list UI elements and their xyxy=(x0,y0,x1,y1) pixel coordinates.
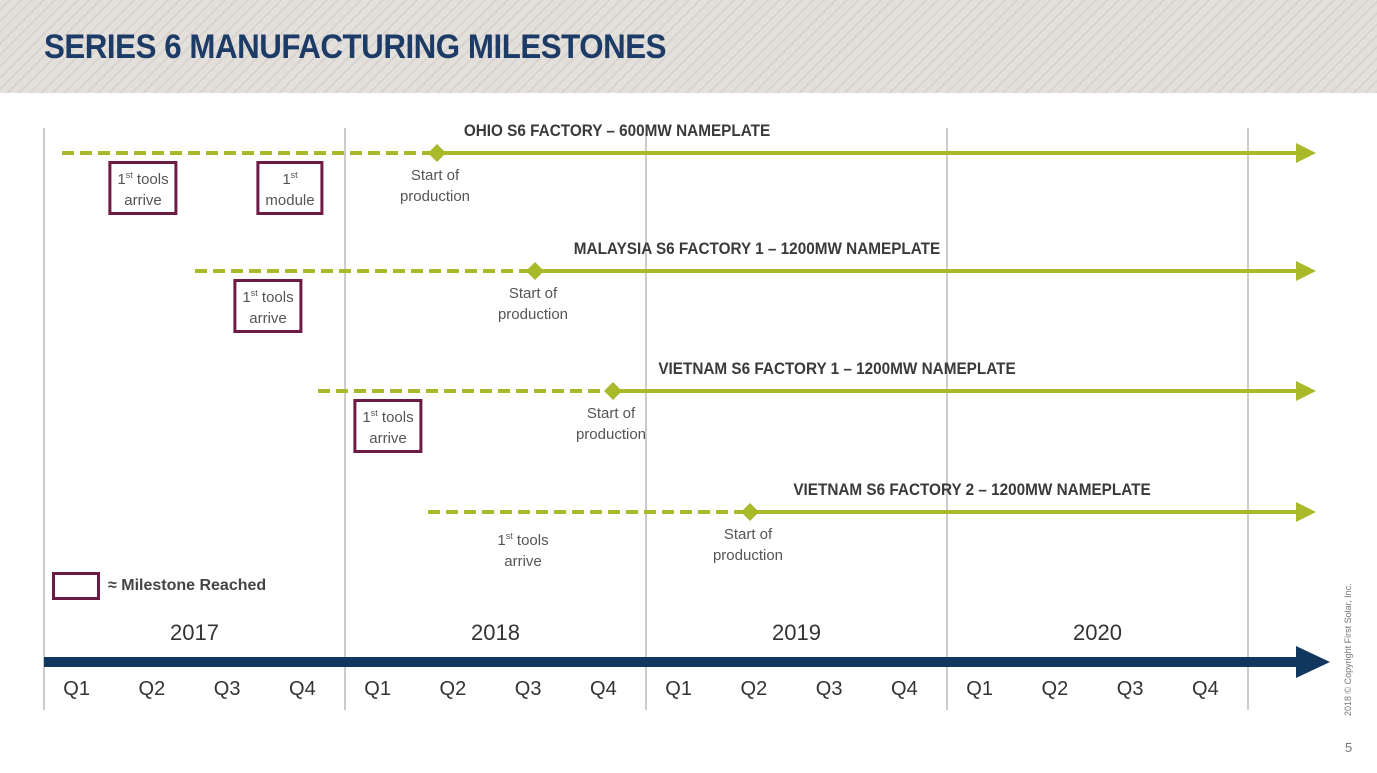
quarter-label: Q2 xyxy=(138,678,166,700)
arrow-head-icon xyxy=(1296,502,1316,522)
start-production-diamond-icon xyxy=(526,262,544,280)
start-production-diamond-icon xyxy=(604,382,622,400)
quarter-label: Q4 xyxy=(1192,678,1219,700)
milestone-label: 1st tools arrive xyxy=(497,531,549,570)
milestone-reached-box: 1st tools arrive xyxy=(108,161,178,215)
legend-box-swatch xyxy=(52,572,100,600)
start-of-production-label: Start of production xyxy=(399,167,471,205)
quarter-label: Q3 xyxy=(213,678,241,700)
timeline-arrow-head-icon xyxy=(1296,646,1330,678)
year-label: 2018 xyxy=(471,620,520,645)
start-production-diamond-icon xyxy=(741,503,759,521)
factory-title: VIETNAM S6 FACTORY 1 – 1200MW NAMEPLATE xyxy=(658,359,1016,378)
copyright: 2018 © Copyright First Solar, Inc. xyxy=(1343,583,1353,716)
page-number: 5 xyxy=(1345,740,1353,755)
quarter-label: Q3 xyxy=(1116,678,1144,700)
quarter-label: Q2 xyxy=(1041,678,1069,700)
quarter-label: Q2 xyxy=(740,678,768,700)
quarter-label: Q1 xyxy=(966,678,993,700)
start-of-production-label: Start of production xyxy=(497,285,569,323)
quarter-label: Q4 xyxy=(590,678,617,700)
year-label: 2019 xyxy=(772,620,821,645)
legend-label: ≈ Milestone Reached xyxy=(108,577,267,594)
page-title: SERIES 6 MANUFACTURING MILESTONES xyxy=(44,28,667,66)
quarter-label: Q3 xyxy=(815,678,843,700)
year-label: 2020 xyxy=(1073,620,1122,645)
start-of-production-label: Start of production xyxy=(712,526,784,564)
quarter-label: Q1 xyxy=(665,678,692,700)
quarter-label: Q1 xyxy=(63,678,90,700)
milestone-reached-box: 1st tools arrive xyxy=(353,399,423,453)
milestone-reached-box: 1st module xyxy=(256,161,324,215)
quarter-label: Q3 xyxy=(514,678,542,700)
factory-title: OHIO S6 FACTORY – 600MW NAMEPLATE xyxy=(463,121,771,140)
arrow-head-icon xyxy=(1296,261,1316,281)
quarter-label: Q2 xyxy=(439,678,467,700)
quarter-label: Q1 xyxy=(364,678,391,700)
arrow-head-icon xyxy=(1296,381,1316,401)
quarter-label: Q4 xyxy=(891,678,918,700)
quarter-label: Q4 xyxy=(289,678,316,700)
start-production-diamond-icon xyxy=(428,144,446,162)
factory-title: VIETNAM S6 FACTORY 2 – 1200MW NAMEPLATE xyxy=(793,480,1151,499)
year-label: 2017 xyxy=(170,620,219,645)
arrow-head-icon xyxy=(1296,143,1316,163)
start-of-production-label: Start of production xyxy=(575,405,647,443)
milestone-reached-box: 1st tools arrive xyxy=(233,279,303,333)
title-banner xyxy=(0,0,1377,93)
factory-title: MALAYSIA S6 FACTORY 1 – 1200MW NAMEPLATE xyxy=(573,239,941,258)
